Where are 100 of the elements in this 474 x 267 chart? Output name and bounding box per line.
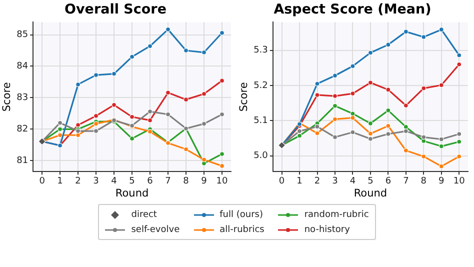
x-tick-label: 5: [129, 176, 135, 186]
point: [386, 108, 391, 113]
point: [456, 154, 462, 159]
legend-label: direct: [131, 210, 157, 220]
point: [297, 133, 302, 138]
point: [403, 29, 408, 34]
point: [202, 121, 207, 126]
legend-label: full (ours): [220, 210, 263, 220]
point: [403, 148, 408, 154]
x-tick-label: 5: [368, 176, 374, 186]
point: [421, 34, 426, 40]
x-tick-label: 6: [385, 176, 392, 186]
point: [438, 82, 444, 88]
point: [76, 82, 81, 87]
point: [314, 130, 320, 136]
x-tick-label: 8: [183, 176, 190, 186]
point: [130, 114, 135, 120]
x-tick-label: 0: [39, 176, 46, 186]
x-tick-label: 4: [111, 176, 118, 186]
legend-label: self-evolve: [131, 224, 180, 234]
point: [421, 134, 426, 140]
point: [297, 128, 302, 134]
point: [94, 113, 99, 118]
point: [438, 164, 444, 169]
point: [332, 134, 338, 140]
point: [148, 129, 153, 134]
point: [456, 52, 462, 58]
y-axis-title: Score: [1, 82, 14, 112]
point: [148, 109, 153, 114]
x-tick-label: 7: [403, 176, 409, 186]
point: [184, 146, 189, 152]
point: [403, 103, 408, 108]
point: [148, 118, 153, 123]
point: [386, 123, 391, 128]
point: [76, 132, 81, 138]
point: [386, 42, 391, 48]
x-axis-title: Round: [354, 187, 388, 200]
x-tick-label: 3: [332, 176, 338, 186]
point: [94, 128, 99, 134]
x-tick-label: 2: [75, 176, 81, 186]
point: [386, 87, 391, 92]
point: [130, 136, 135, 142]
point: [368, 80, 373, 86]
point: [350, 91, 356, 96]
point: [438, 136, 444, 142]
point: [166, 90, 171, 96]
point: [112, 102, 117, 108]
y-tick-label: 5.3: [254, 46, 268, 56]
legend-label: all-rubrics: [220, 224, 264, 234]
point: [403, 128, 408, 134]
x-tick-label: 10: [216, 176, 228, 186]
point: [456, 131, 462, 136]
point: [438, 27, 444, 32]
point: [202, 157, 207, 162]
point: [202, 50, 207, 55]
chart-title: Aspect Score (Mean): [274, 2, 432, 18]
point: [421, 138, 426, 144]
y-tick-label: 5.0: [254, 151, 268, 162]
point: [332, 103, 338, 108]
x-tick-label: 6: [147, 176, 154, 186]
point: [350, 64, 356, 69]
point: [58, 126, 63, 132]
y-tick-label: 5.1: [254, 116, 268, 126]
x-axis-title: Round: [115, 187, 149, 200]
point: [368, 50, 373, 56]
point: [202, 91, 207, 96]
chart-title: Overall Score: [64, 2, 166, 18]
point: [332, 73, 338, 78]
y-tick-label: 81: [16, 156, 28, 166]
x-tick-label: 2: [314, 176, 320, 186]
x-tick-label: 1: [57, 176, 63, 186]
y-tick-label: 83: [16, 93, 28, 104]
point: [421, 154, 426, 159]
x-tick-label: 7: [165, 176, 171, 186]
x-tick-label: 0: [278, 176, 285, 186]
point: [166, 26, 171, 32]
x-tick-label: 1: [296, 176, 302, 186]
point: [184, 48, 189, 54]
legend-label: random-rubric: [304, 210, 369, 220]
point: [368, 120, 373, 126]
point: [368, 131, 373, 136]
x-tick-label: 9: [201, 176, 208, 186]
y-axis-title: Score: [238, 82, 250, 112]
point: [314, 124, 320, 130]
y-tick-label: 82: [16, 124, 28, 134]
point: [166, 112, 171, 117]
point: [314, 81, 320, 86]
x-tick-label: 10: [453, 176, 466, 186]
point: [130, 54, 135, 60]
point: [368, 136, 373, 142]
point: [220, 78, 225, 84]
point: [58, 120, 63, 126]
point: [148, 44, 153, 49]
point: [332, 116, 338, 122]
y-tick-label: 5.2: [254, 80, 268, 91]
y-tick-label: 84: [16, 62, 28, 72]
point: [184, 97, 189, 102]
point: [421, 86, 426, 91]
legend-label: no-history: [304, 224, 350, 234]
point: [76, 122, 81, 128]
